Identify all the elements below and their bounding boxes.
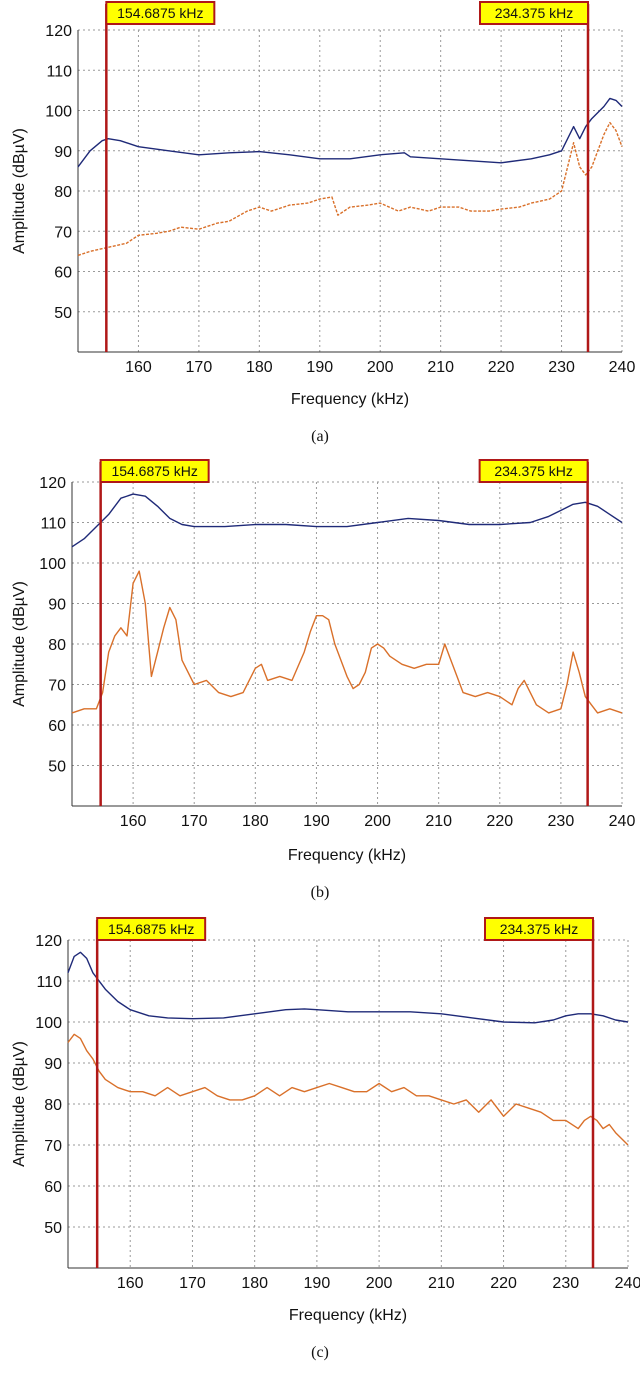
y-tick-label: 120 [35,933,62,950]
x-tick-label: 180 [241,1275,268,1292]
y-tick-label: 70 [44,1138,62,1155]
x-tick-label: 240 [615,1275,640,1292]
marker-label-box [96,917,207,941]
y-tick-label: 80 [44,1097,62,1114]
x-tick-label: 200 [366,1275,393,1292]
x-tick-label: 190 [306,359,333,376]
x-axis-label: Frequency (kHz) [288,847,406,864]
x-tick-label: 210 [428,1275,455,1292]
marker-label-box [478,459,589,483]
y-tick-label: 100 [39,556,66,573]
x-tick-label: 190 [303,813,330,830]
chart-b-svg: 50 60 70 80 90 100 110 120 160 170 180 190 200 210 220… [11,459,636,864]
x-tick-label: 210 [427,359,454,376]
chart-panel-c: 50 60 70 80 90 100 110 120 160 170 180 190 200 210 220… [0,916,640,1374]
x-tick-label: 210 [425,813,452,830]
series-line-0 [77,97,623,168]
y-tick-label: 80 [54,184,72,201]
y-axis-label: Amplitude (dBµV) [11,581,28,707]
x-axis-label: Frequency (kHz) [291,391,409,408]
marker-label: 154.6875 kHz [111,463,197,479]
y-tick-label: 90 [48,597,66,614]
y-tick-label: 120 [39,475,66,492]
marker-label-box [99,459,210,483]
marker-label: 154.6875 kHz [108,921,194,937]
y-tick-label: 50 [48,759,66,776]
y-tick-label: 110 [36,974,62,991]
y-tick-label: 90 [54,144,72,161]
x-tick-label: 240 [609,813,636,830]
marker-label-box [479,1,589,25]
x-tick-label: 230 [548,359,575,376]
y-tick-label: 100 [45,104,72,121]
y-tick-label: 70 [48,678,66,695]
y-tick-label: 50 [44,1220,62,1237]
x-tick-label: 160 [117,1275,144,1292]
x-tick-label: 230 [548,813,575,830]
y-tick-label: 120 [45,23,72,40]
x-tick-label: 200 [364,813,391,830]
y-tick-label: 60 [48,718,66,735]
y-tick-label: 70 [54,224,72,241]
marker-label: 234.375 kHz [495,5,574,21]
x-tick-label: 220 [490,1275,517,1292]
marker-label-box [105,1,216,25]
y-tick-label: 80 [48,637,66,654]
series-line-1 [71,570,623,714]
caption-a: (a) [311,428,329,445]
chart-c-svg: 50 60 70 80 90 100 110 120 160 170 180 190 200 210 220… [11,917,640,1324]
chart-a-svg: 50 60 70 80 90 100 110 120 160 170 180 190 200 210 220… [11,1,636,408]
x-tick-label: 200 [367,359,394,376]
x-tick-label: 160 [120,813,147,830]
marker-label: 234.375 kHz [494,463,573,479]
y-tick-label: 60 [44,1179,62,1196]
series-line-0 [71,493,623,548]
y-tick-label: 110 [46,63,72,80]
x-tick-label: 170 [181,813,208,830]
x-tick-label: 220 [486,813,513,830]
y-axis-label: Amplitude (dBµV) [11,128,28,254]
x-tick-label: 180 [246,359,273,376]
y-axis-label: Amplitude (dBµV) [11,1041,28,1167]
x-tick-label: 170 [179,1275,206,1292]
marker-label-box [484,917,594,941]
y-tick-label: 110 [40,516,66,533]
marker-label: 234.375 kHz [500,921,579,937]
marker-label: 154.6875 kHz [117,5,203,21]
x-tick-label: 160 [125,359,152,376]
series-line-1 [67,1033,629,1146]
chart-panel-a: 50 60 70 80 90 100 110 120 160 170 180 190 200 210 220… [0,0,640,458]
caption-b: (b) [310,884,330,901]
y-tick-label: 60 [54,265,72,282]
chart-panel-b: 50 60 70 80 90 100 110 120 160 170 180 190 200 210 220… [0,458,640,916]
y-tick-label: 100 [35,1015,62,1032]
x-tick-label: 240 [609,359,636,376]
x-tick-label: 170 [186,359,213,376]
x-tick-label: 230 [552,1275,579,1292]
series-line-0 [67,951,629,1024]
x-tick-label: 190 [304,1275,331,1292]
x-tick-label: 180 [242,813,269,830]
caption-c: (c) [311,1344,329,1361]
y-tick-label: 90 [44,1056,62,1073]
x-tick-label: 220 [488,359,515,376]
series-line-1 [77,121,623,257]
y-tick-label: 50 [54,305,72,322]
x-axis-label: Frequency (kHz) [289,1307,407,1324]
